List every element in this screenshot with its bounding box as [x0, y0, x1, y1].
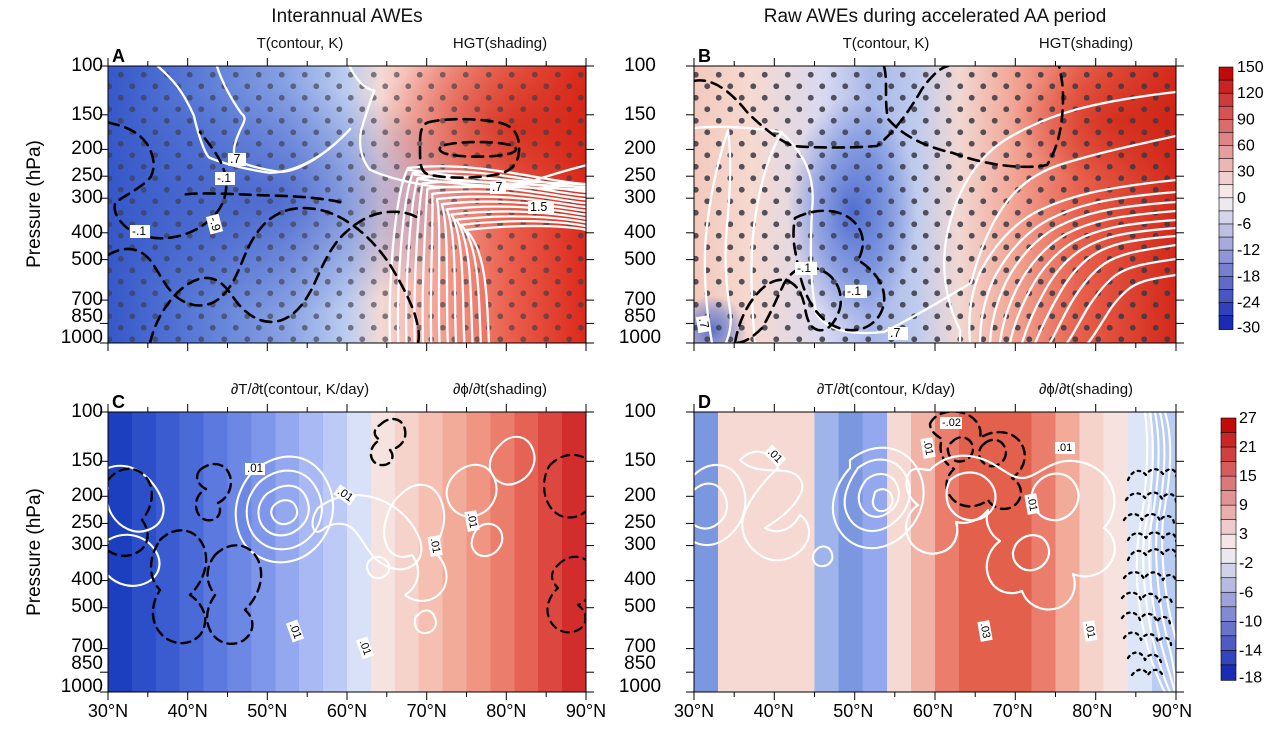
svg-text:200: 200: [624, 138, 656, 159]
svg-text:150: 150: [71, 104, 103, 125]
svg-text:9: 9: [1239, 497, 1248, 514]
svg-text:80°N: 80°N: [1072, 701, 1112, 721]
svg-text:80°N: 80°N: [486, 701, 526, 721]
svg-text:40°N: 40°N: [168, 701, 208, 721]
svg-text:120: 120: [1237, 85, 1264, 102]
svg-text:1000: 1000: [61, 676, 103, 697]
svg-text:T(contour, K): T(contour, K): [257, 35, 344, 52]
svg-text:-.1: -.1: [132, 224, 146, 238]
svg-text:400: 400: [624, 569, 656, 590]
svg-text:60°N: 60°N: [327, 701, 367, 721]
svg-text:60°N: 60°N: [913, 701, 953, 721]
svg-text:-6: -6: [1237, 216, 1251, 233]
svg-text:-30: -30: [1237, 320, 1260, 337]
svg-text:30: 30: [1237, 164, 1255, 181]
svg-text:.7: .7: [492, 180, 502, 194]
svg-text:B: B: [698, 46, 711, 66]
svg-text:90°N: 90°N: [566, 701, 606, 721]
svg-text:27: 27: [1239, 410, 1257, 427]
svg-text:Raw AWEs during accelerated AA: Raw AWEs during accelerated AA period: [764, 6, 1107, 27]
svg-text:200: 200: [624, 485, 656, 506]
svg-text:70°N: 70°N: [407, 701, 447, 721]
svg-text:850: 850: [624, 653, 656, 674]
svg-text:∂T/∂t(contour, K/day): ∂T/∂t(contour, K/day): [231, 381, 369, 398]
svg-text:250: 250: [624, 165, 656, 186]
svg-text:30°N: 30°N: [674, 701, 714, 721]
svg-text:-10: -10: [1239, 613, 1262, 630]
svg-text:500: 500: [624, 249, 656, 270]
svg-text:150: 150: [71, 450, 103, 471]
svg-text:400: 400: [624, 222, 656, 243]
svg-text:-.1: -.1: [797, 261, 811, 275]
svg-text:∂T/∂t(contour, K/day): ∂T/∂t(contour, K/day): [817, 381, 955, 398]
svg-text:-2: -2: [1239, 555, 1253, 572]
svg-text:∂ϕ/∂t(shading): ∂ϕ/∂t(shading): [453, 381, 547, 398]
svg-text:250: 250: [624, 512, 656, 533]
svg-text:100: 100: [71, 401, 103, 422]
svg-text:21: 21: [1239, 439, 1257, 456]
svg-text:T(contour, K): T(contour, K): [843, 35, 930, 52]
svg-text:.01: .01: [1057, 442, 1072, 454]
svg-text:100: 100: [624, 55, 656, 76]
svg-text:A: A: [112, 46, 125, 66]
svg-text:60: 60: [1237, 138, 1255, 155]
svg-text:1000: 1000: [61, 327, 103, 348]
svg-text:15: 15: [1239, 468, 1257, 485]
svg-text:0: 0: [1237, 190, 1246, 207]
svg-text:90: 90: [1237, 111, 1255, 128]
svg-text:90°N: 90°N: [1152, 701, 1192, 721]
svg-text:250: 250: [71, 512, 103, 533]
svg-text:200: 200: [71, 138, 103, 159]
svg-text:∂ϕ/∂t(shading): ∂ϕ/∂t(shading): [1039, 381, 1133, 398]
svg-text:500: 500: [624, 596, 656, 617]
svg-text:HGT(shading): HGT(shading): [453, 35, 547, 52]
svg-text:-18: -18: [1239, 669, 1262, 686]
svg-text:1.5: 1.5: [530, 200, 547, 214]
svg-text:300: 300: [71, 187, 103, 208]
svg-text:-.1: -.1: [217, 171, 231, 185]
svg-text:Pressure (hPa): Pressure (hPa): [24, 488, 45, 616]
svg-text:-24: -24: [1237, 294, 1260, 311]
svg-text:300: 300: [71, 534, 103, 555]
svg-text:.7: .7: [230, 152, 240, 166]
svg-text:Interannual AWEs: Interannual AWEs: [271, 6, 422, 27]
svg-text:1000: 1000: [619, 327, 661, 348]
svg-text:C: C: [112, 392, 125, 412]
svg-text:850: 850: [624, 306, 656, 327]
svg-text:3: 3: [1239, 526, 1248, 543]
svg-text:50°N: 50°N: [247, 701, 287, 721]
svg-text:40°N: 40°N: [754, 701, 794, 721]
svg-text:150: 150: [624, 450, 656, 471]
svg-text:50°N: 50°N: [833, 701, 873, 721]
svg-text:500: 500: [71, 596, 103, 617]
svg-text:HGT(shading): HGT(shading): [1039, 35, 1133, 52]
svg-text:100: 100: [624, 401, 656, 422]
svg-text:-18: -18: [1237, 268, 1260, 285]
svg-text:-.02: -.02: [942, 417, 961, 429]
svg-text:100: 100: [71, 55, 103, 76]
svg-text:300: 300: [624, 187, 656, 208]
svg-text:-12: -12: [1237, 242, 1260, 259]
svg-text:D: D: [698, 392, 711, 412]
svg-text:400: 400: [71, 569, 103, 590]
svg-text:300: 300: [624, 534, 656, 555]
svg-text:-14: -14: [1239, 642, 1262, 659]
svg-text:400: 400: [71, 222, 103, 243]
svg-text:1000: 1000: [619, 676, 661, 697]
svg-text:150: 150: [624, 104, 656, 125]
svg-text:-6: -6: [1239, 584, 1253, 601]
svg-text:.01: .01: [247, 463, 263, 475]
svg-text:850: 850: [71, 306, 103, 327]
svg-text:Pressure (hPa): Pressure (hPa): [24, 140, 45, 268]
svg-text:200: 200: [71, 485, 103, 506]
svg-text:150: 150: [1237, 59, 1264, 76]
svg-text:850: 850: [71, 653, 103, 674]
svg-text:500: 500: [71, 249, 103, 270]
svg-text:30°N: 30°N: [88, 701, 128, 721]
svg-text:250: 250: [71, 165, 103, 186]
svg-text:.7: .7: [890, 326, 900, 340]
svg-text:-.1: -.1: [847, 284, 861, 298]
svg-text:70°N: 70°N: [993, 701, 1033, 721]
